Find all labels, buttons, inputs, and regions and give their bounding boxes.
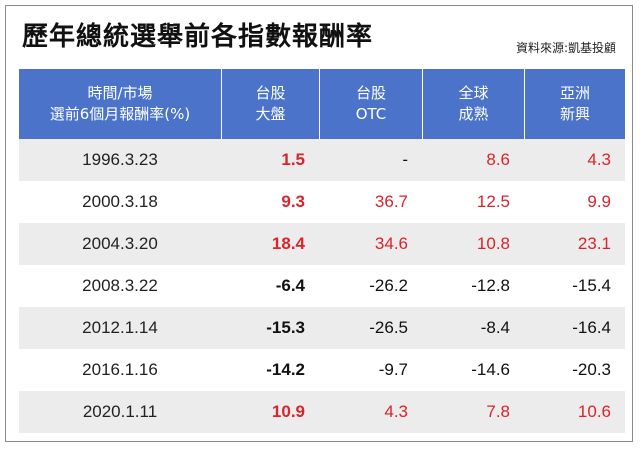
header-developed-line1: 全球 xyxy=(458,84,489,102)
row-date: 2016.1.16 xyxy=(82,360,158,379)
header-emerging-line2: 新興 xyxy=(559,105,590,123)
cell-taiex: 10.9 xyxy=(271,402,305,421)
header-taiex: 台股 大盤 xyxy=(221,69,319,139)
table-row: 2004.3.20 18.4 34.6 10.8 23.1 xyxy=(19,223,625,265)
header-taiex-line2: 大盤 xyxy=(255,105,286,123)
row-date: 2004.3.20 xyxy=(82,234,158,253)
table-row: 1996.3.23 1.5 - 8.6 4.3 xyxy=(19,139,625,181)
header-otc-line2: OTC xyxy=(355,105,387,123)
cell-taiex: -6.4 xyxy=(275,276,305,295)
row-date: 2008.3.22 xyxy=(82,276,158,295)
cell-taiex: 18.4 xyxy=(271,234,305,253)
cell-otc: 36.7 xyxy=(374,192,408,211)
cell-otc: -26.5 xyxy=(369,318,408,337)
header-emerging: 亞洲 新興 xyxy=(524,69,625,139)
cell-otc: 4.3 xyxy=(384,402,408,421)
header-otc-line1: 台股 xyxy=(355,84,386,102)
header-otc: 台股 OTC xyxy=(319,69,422,139)
header-period-line1: 時間/市場 xyxy=(87,84,153,102)
table-row: 2008.3.22 -6.4 -26.2 -12.8 -15.4 xyxy=(19,265,625,307)
table-row: 2020.1.11 10.9 4.3 7.8 10.6 xyxy=(19,391,625,433)
header-emerging-line1: 亞洲 xyxy=(559,84,590,102)
table-row: 2016.1.16 -14.2 -9.7 -14.6 -20.3 xyxy=(19,349,625,391)
cell-emerging: 4.3 xyxy=(587,150,611,169)
cell-developed: -12.8 xyxy=(471,276,510,295)
returns-table: 時間/市場 選前6個月報酬率(%) 台股 大盤 台股 OTC 全球 成熟 亞洲 … xyxy=(19,69,625,433)
table-row: 2000.3.18 9.3 36.7 12.5 9.9 xyxy=(19,181,625,223)
source-note: 資料來源:凱基投顧 xyxy=(515,41,616,55)
cell-otc: 34.6 xyxy=(374,234,408,253)
header-period: 時間/市場 選前6個月報酬率(%) xyxy=(19,69,221,139)
cell-otc: - xyxy=(402,150,408,169)
row-date: 2020.1.11 xyxy=(82,402,158,421)
table-body: 1996.3.23 1.5 - 8.6 4.3 2000.3.18 9.3 36.7 12.5 9… xyxy=(19,139,625,433)
header-developed-line2: 成熟 xyxy=(458,105,489,123)
cell-developed: -8.4 xyxy=(480,318,510,337)
table-header-row: 時間/市場 選前6個月報酬率(%) 台股 大盤 台股 OTC 全球 成熟 亞洲 … xyxy=(19,69,625,139)
cell-emerging: -16.4 xyxy=(572,318,611,337)
cell-otc: -9.7 xyxy=(378,360,408,379)
cell-emerging: -20.3 xyxy=(572,360,611,379)
table-card: 歷年總統選舉前各指數報酬率 資料來源:凱基投顧 時間/市場 選前6個月報酬率(%… xyxy=(5,5,633,442)
cell-otc: -26.2 xyxy=(369,276,408,295)
header-period-line2: 選前6個月報酬率(%) xyxy=(49,105,191,123)
cell-emerging: 10.6 xyxy=(577,402,611,421)
cell-taiex: -14.2 xyxy=(266,360,305,379)
cell-emerging: 23.1 xyxy=(577,234,611,253)
header-developed: 全球 成熟 xyxy=(422,69,524,139)
table-row: 2012.1.14 -15.3 -26.5 -8.4 -16.4 xyxy=(19,307,625,349)
cell-emerging: 9.9 xyxy=(587,192,611,211)
cell-taiex: -15.3 xyxy=(266,318,305,337)
cell-developed: 7.8 xyxy=(486,402,510,421)
cell-developed: 12.5 xyxy=(476,192,510,211)
cell-emerging: -15.4 xyxy=(572,276,611,295)
cell-developed: 8.6 xyxy=(486,150,510,169)
cell-developed: -14.6 xyxy=(471,360,510,379)
row-date: 2000.3.18 xyxy=(82,192,158,211)
header-taiex-line1: 台股 xyxy=(255,84,286,102)
cell-developed: 10.8 xyxy=(476,234,510,253)
row-date: 1996.3.23 xyxy=(82,150,158,169)
page-title: 歷年總統選舉前各指數報酬率 xyxy=(22,22,374,52)
cell-taiex: 9.3 xyxy=(281,192,305,211)
cell-taiex: 1.5 xyxy=(281,150,305,169)
row-date: 2012.1.14 xyxy=(82,318,158,337)
